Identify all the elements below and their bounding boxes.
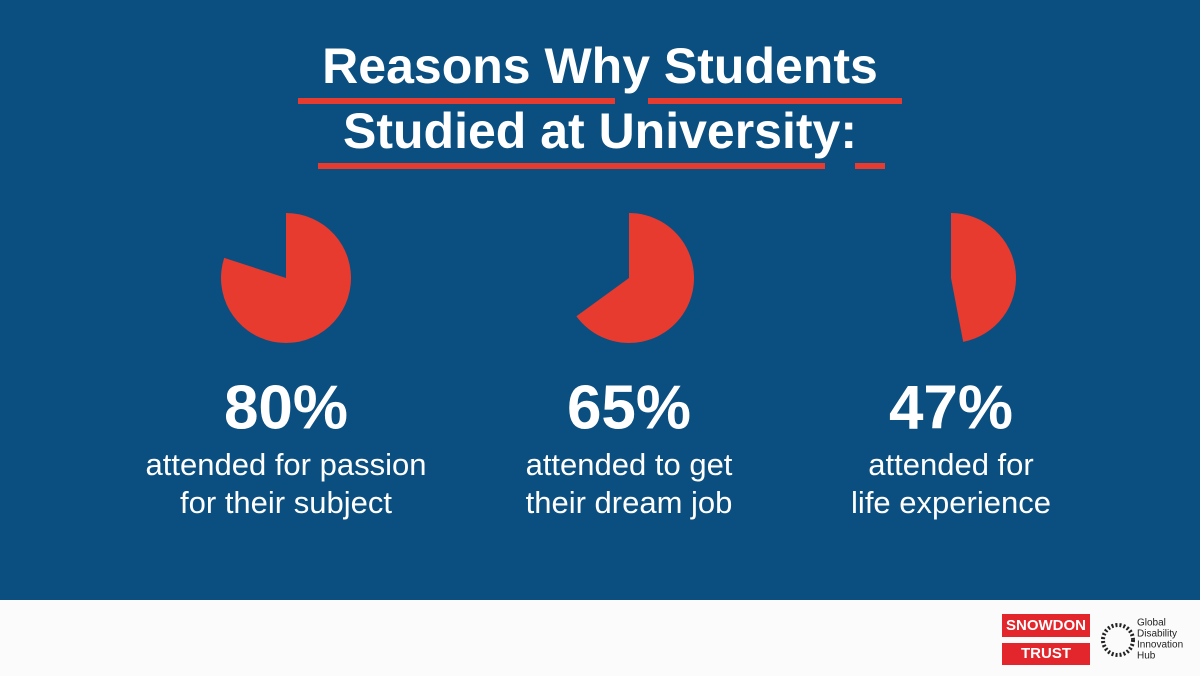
title-line: Studied at University:	[343, 103, 857, 159]
title-line: Reasons Why Students	[322, 38, 878, 94]
value-label: 47%	[889, 373, 1013, 442]
gdi-logo: Global Disability Innovation Hub	[1101, 618, 1183, 662]
caption: their dream job	[526, 485, 733, 520]
pie-slice	[221, 213, 352, 343]
pie-slice	[576, 213, 694, 344]
underline	[318, 163, 825, 169]
logo-text: Disability	[1137, 629, 1177, 640]
underline	[298, 98, 615, 104]
snowdon-logo: SNOWDON TRUST	[1002, 614, 1090, 665]
logo-box	[1002, 614, 1090, 637]
logo-text: SNOWDON	[1006, 617, 1086, 634]
logo-text: TRUST	[1021, 645, 1071, 662]
underline	[648, 98, 902, 104]
logo-text: Hub	[1137, 651, 1156, 662]
value-label: 80%	[224, 373, 348, 442]
pie-slice	[951, 213, 1016, 342]
underline	[855, 163, 885, 169]
caption: attended for passion	[146, 447, 427, 482]
caption: attended for	[868, 447, 1033, 482]
caption: life experience	[851, 485, 1051, 520]
logo-icon	[1101, 623, 1135, 657]
value-label: 65%	[567, 373, 691, 442]
logo-text: Global	[1137, 618, 1166, 629]
caption: attended to get	[526, 447, 733, 482]
logo-box	[1002, 643, 1090, 665]
caption: for their subject	[180, 485, 392, 520]
title-underlines	[298, 98, 902, 169]
logo-text: Innovation	[1137, 640, 1183, 651]
footer-band	[0, 600, 1200, 676]
